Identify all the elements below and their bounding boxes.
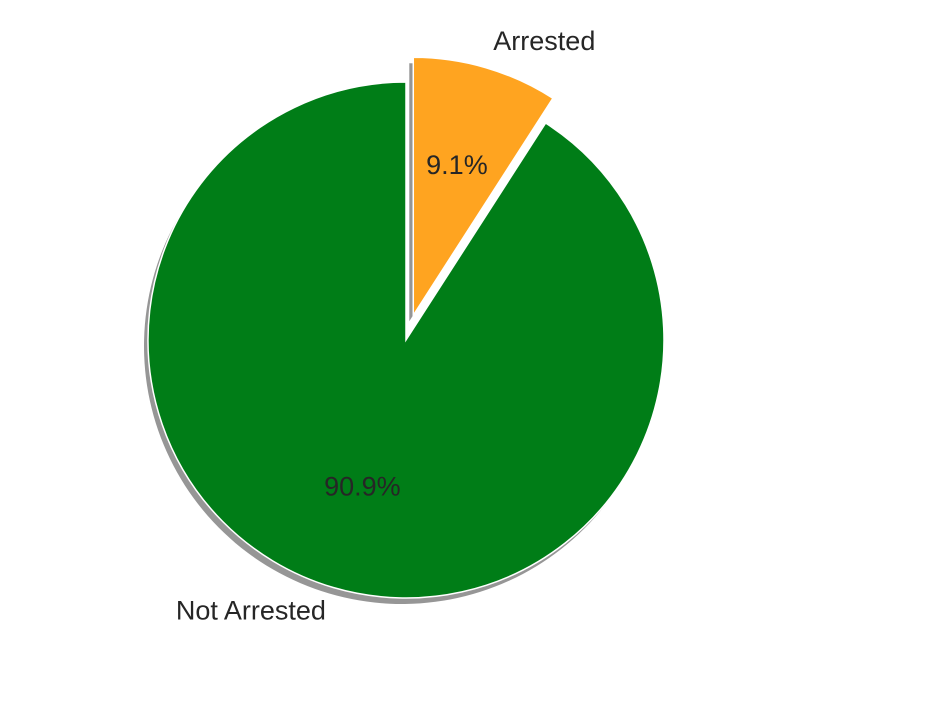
not-arrested-percent-label: 90.9% bbox=[324, 472, 401, 502]
labels: Not Arrested 90.9% Arrested 9.1% bbox=[176, 26, 595, 625]
not-arrested-slice bbox=[147, 81, 665, 599]
arrested-slice bbox=[412, 56, 554, 318]
arrested-label: Arrested bbox=[493, 26, 595, 56]
arrested-percent-label: 9.1% bbox=[426, 150, 488, 180]
not-arrested-label: Not Arrested bbox=[176, 595, 326, 625]
slices bbox=[147, 56, 665, 599]
